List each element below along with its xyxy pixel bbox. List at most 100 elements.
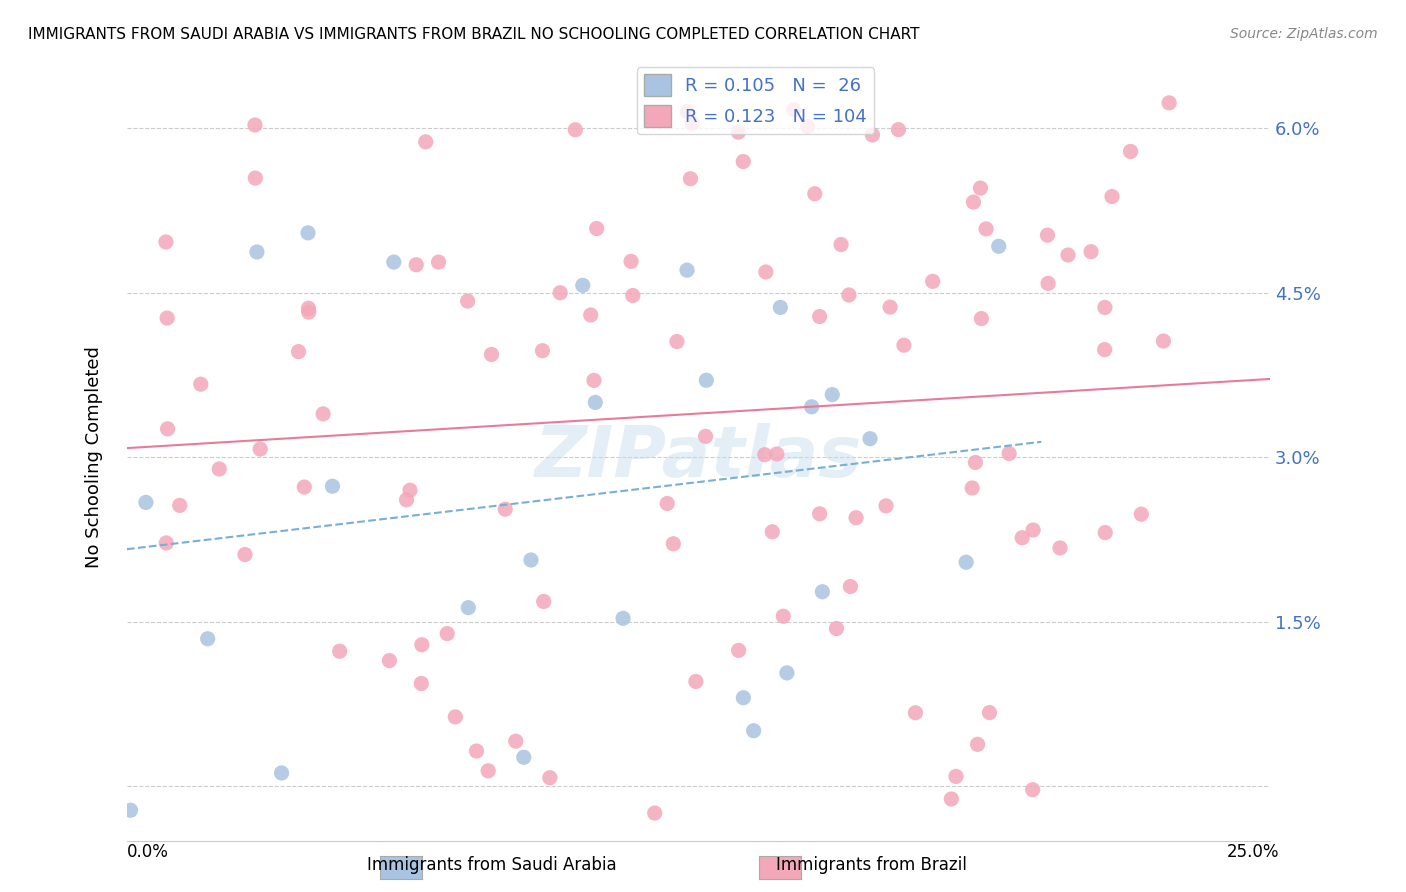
Point: [676, 263, 699, 277]
Point: [287, 344, 309, 359]
Point: [477, 764, 499, 778]
Point: [583, 395, 606, 409]
Point: [197, 632, 219, 646]
Point: [1049, 541, 1071, 555]
Point: [921, 274, 943, 288]
Point: [811, 584, 834, 599]
Point: [945, 769, 967, 783]
Point: [1022, 523, 1045, 537]
Point: [657, 496, 679, 510]
Point: [233, 548, 256, 562]
Point: [135, 495, 157, 509]
Point: [998, 446, 1021, 460]
Point: [987, 239, 1010, 253]
Point: [685, 674, 707, 689]
Point: [960, 481, 983, 495]
Point: [974, 222, 997, 236]
Point: [1036, 277, 1059, 291]
Point: [411, 676, 433, 690]
Point: [965, 455, 987, 469]
Point: [966, 737, 988, 751]
Point: [776, 665, 799, 680]
Point: [783, 103, 806, 117]
Point: [513, 750, 536, 764]
Point: [755, 265, 778, 279]
Point: [190, 377, 212, 392]
Text: ZIPatlas: ZIPatlas: [534, 423, 862, 491]
Text: IMMIGRANTS FROM SAUDI ARABIA VS IMMIGRANTS FROM BRAZIL NO SCHOOLING COMPLETED CO: IMMIGRANTS FROM SAUDI ARABIA VS IMMIGRAN…: [28, 27, 920, 42]
Point: [838, 288, 860, 302]
Point: [571, 278, 593, 293]
Point: [395, 492, 418, 507]
Point: [808, 507, 831, 521]
Point: [845, 510, 868, 524]
Point: [727, 643, 749, 657]
Point: [465, 744, 488, 758]
Point: [825, 622, 848, 636]
Point: [531, 343, 554, 358]
Point: [830, 237, 852, 252]
Point: [839, 580, 862, 594]
Point: [859, 432, 882, 446]
Y-axis label: No Schooling Completed: No Schooling Completed: [86, 346, 103, 568]
Point: [378, 654, 401, 668]
Point: [875, 499, 897, 513]
Point: [742, 723, 765, 738]
Point: [405, 258, 427, 272]
Text: 0.0%: 0.0%: [127, 843, 169, 861]
Text: 25.0%: 25.0%: [1227, 843, 1279, 861]
Point: [415, 135, 437, 149]
Point: [1094, 525, 1116, 540]
Point: [249, 442, 271, 456]
Point: [955, 555, 977, 569]
Point: [297, 226, 319, 240]
Point: [821, 387, 844, 401]
Point: [120, 803, 142, 817]
Point: [800, 400, 823, 414]
Point: [695, 429, 717, 443]
Point: [733, 154, 755, 169]
Point: [298, 305, 321, 319]
Point: [620, 254, 643, 268]
Point: [494, 502, 516, 516]
Point: [887, 122, 910, 136]
Point: [1022, 782, 1045, 797]
Point: [321, 479, 343, 493]
Point: [676, 104, 699, 119]
Text: Immigrants from Brazil: Immigrants from Brazil: [776, 856, 967, 874]
Point: [962, 195, 984, 210]
Point: [520, 553, 543, 567]
Point: [1119, 145, 1142, 159]
Point: [444, 710, 467, 724]
Point: [772, 609, 794, 624]
Point: [382, 255, 405, 269]
Point: [1159, 95, 1181, 110]
Point: [681, 116, 703, 130]
Text: Immigrants from Saudi Arabia: Immigrants from Saudi Arabia: [367, 856, 617, 874]
Point: [399, 483, 422, 498]
Point: [862, 128, 884, 142]
Point: [297, 301, 319, 316]
Point: [312, 407, 335, 421]
Point: [582, 373, 605, 387]
Point: [904, 706, 927, 720]
Point: [1011, 531, 1033, 545]
Point: [411, 638, 433, 652]
Point: [754, 448, 776, 462]
Point: [695, 373, 717, 387]
Point: [427, 255, 450, 269]
Point: [1101, 189, 1123, 203]
Point: [679, 171, 702, 186]
Point: [481, 347, 503, 361]
Point: [941, 792, 963, 806]
Point: [803, 186, 825, 201]
Point: [879, 300, 901, 314]
Point: [621, 288, 644, 302]
Point: [1036, 228, 1059, 243]
Point: [612, 611, 634, 625]
Point: [538, 771, 561, 785]
Point: [1152, 334, 1174, 348]
Point: [1094, 343, 1116, 357]
Point: [662, 537, 685, 551]
Point: [270, 766, 292, 780]
